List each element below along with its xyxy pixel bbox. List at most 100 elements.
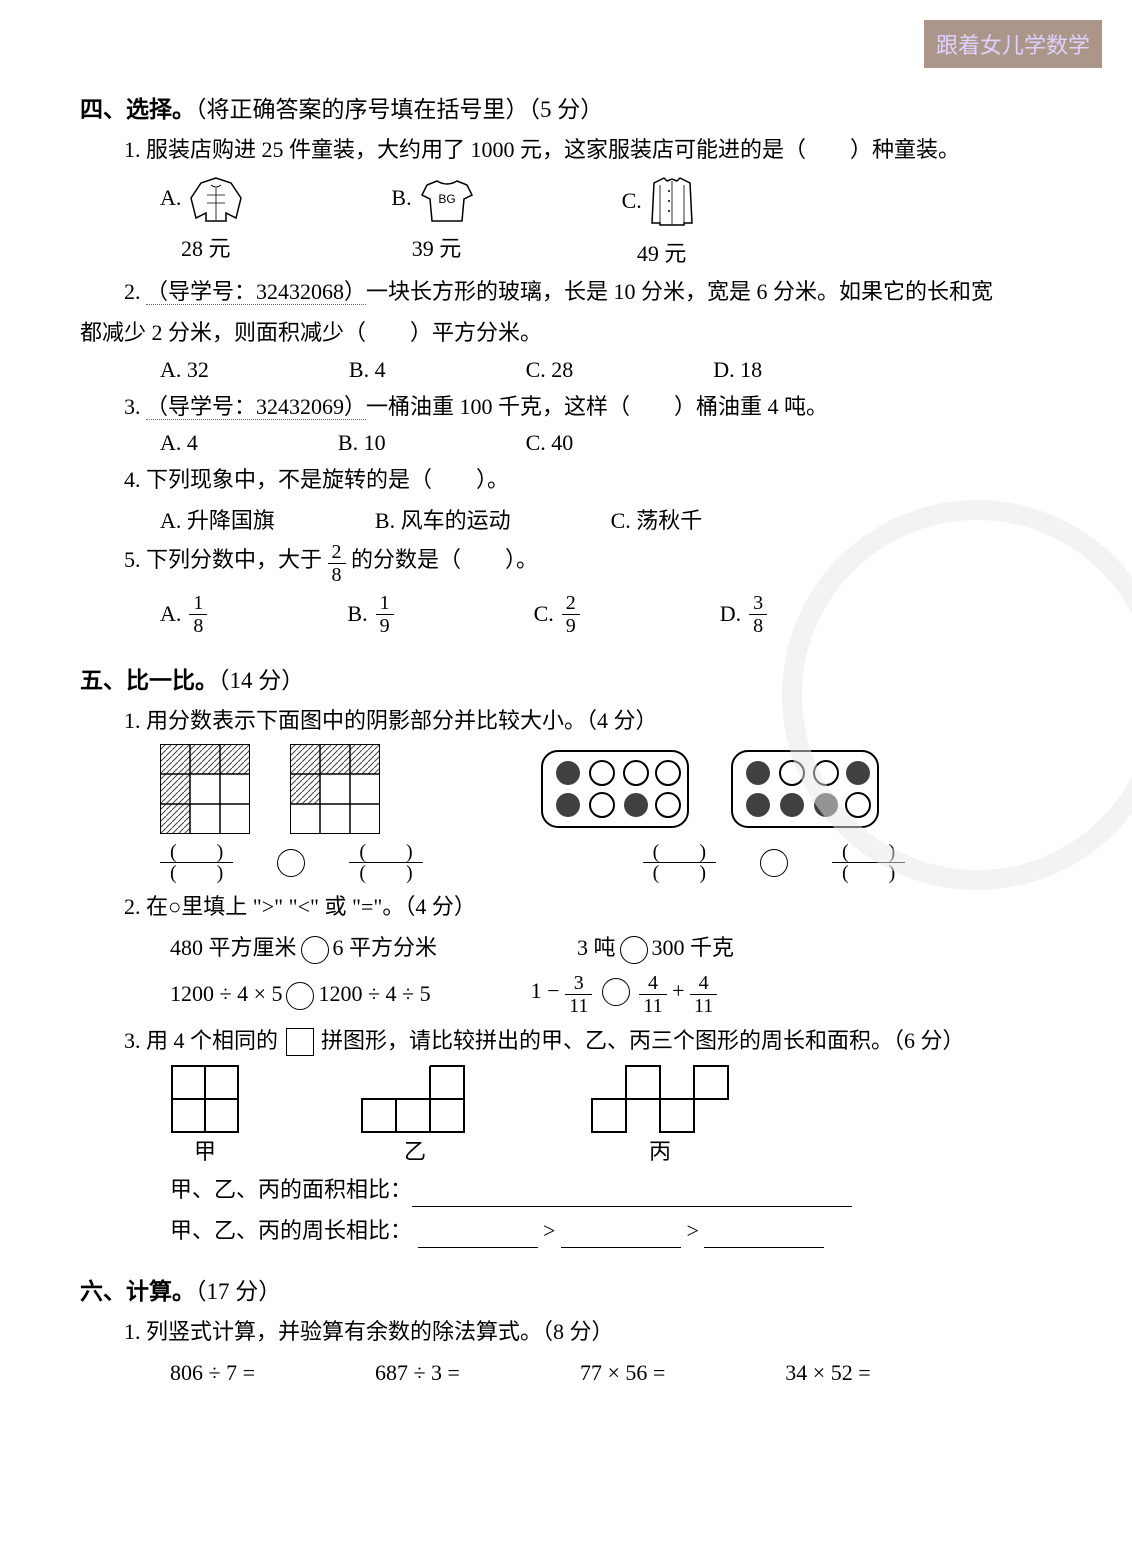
q4-3-pre: 3. xyxy=(124,394,146,419)
q4-2-guide: （导学号：32432068） xyxy=(146,279,366,305)
q4-2-rest: 一块长方形的玻璃，长是 10 分米，宽是 6 分米。如果它的长和宽 xyxy=(366,279,993,304)
section-4-heading: 四、选择。（将正确答案的序号填在括号里）（5 分） xyxy=(80,90,1052,124)
q4-1-options: A. 28 元 B. BG 39 元 C. xyxy=(160,173,1052,268)
compare-circle[interactable] xyxy=(286,982,314,1010)
n: 4 xyxy=(639,972,666,995)
q4-5-num: 2 xyxy=(328,541,346,564)
q5-2-c: 1200 ÷ 4 × 51200 ÷ 4 ÷ 5 xyxy=(170,976,431,1011)
shape-jia-icon xyxy=(170,1064,240,1134)
circles-8-a-icon xyxy=(540,749,690,829)
q5-3-figures: 甲 乙 丙 xyxy=(170,1064,1052,1166)
gt-2: > xyxy=(686,1218,698,1243)
q4-4-b: B. 风车的运动 xyxy=(375,503,511,535)
q5-2-text: 2. 在○里填上 ">" "<" 或 "="。（4 分） xyxy=(124,889,1052,924)
q4-2-a: A. 32 xyxy=(160,357,209,383)
q4-5-a: A. 18 xyxy=(160,592,207,637)
watermark: 跟着女儿学数学 xyxy=(924,20,1102,68)
shape-yi-icon xyxy=(360,1064,470,1134)
q4-5-frac: 28 xyxy=(328,541,346,586)
compare-circle[interactable] xyxy=(620,936,648,964)
expr-3: 77 × 56 = xyxy=(580,1355,665,1390)
section-6-desc: （17 分） xyxy=(195,1279,281,1304)
frac-blank-3[interactable]: ( )( ) xyxy=(643,842,716,883)
q4-1-opt-c: C. 49 元 xyxy=(622,173,702,268)
d: 11 xyxy=(690,995,717,1017)
section-5-title: 五、比一比。 xyxy=(80,668,218,693)
q4-5-b: B. 19 xyxy=(347,592,393,637)
q4-2-c: C. 28 xyxy=(526,357,574,383)
shape-yi: 乙 xyxy=(360,1064,470,1166)
q5-2-row2: 1200 ÷ 4 × 51200 ÷ 4 ÷ 5 1 − 311 411 + 4… xyxy=(170,972,1052,1017)
q5-3-peri-line: 甲、乙、丙的周长相比： > > xyxy=(170,1213,1052,1248)
q4-2-line2: 都减少 2 分米，则面积减少（ ）平方分米。 xyxy=(80,315,1052,350)
frac-blank-1[interactable]: ( )( ) xyxy=(160,842,233,883)
q4-2-options: A. 32 B. 4 C. 28 D. 18 xyxy=(160,357,1052,383)
peri-label: 甲、乙、丙的周长相比： xyxy=(170,1218,412,1243)
section-4-title: 四、选择。 xyxy=(80,97,195,122)
q5-3-area-line: 甲、乙、丙的面积相比： xyxy=(170,1172,1052,1207)
peri-blank-2[interactable] xyxy=(561,1227,681,1248)
q4-1-b-label: B. xyxy=(391,185,411,211)
r: 6 平方分米 xyxy=(333,935,438,960)
page-root: 跟着女儿学数学 四、选择。（将正确答案的序号填在括号里）（5 分） 1. 服装店… xyxy=(0,0,1132,1436)
frac-blank-2[interactable]: ( )( ) xyxy=(349,842,422,883)
q4-1-c-price: 49 元 xyxy=(637,236,687,268)
q4-5-c: C. 29 xyxy=(534,592,580,637)
q4-2-b: B. 4 xyxy=(349,357,386,383)
peri-blank-1[interactable] xyxy=(418,1227,538,1248)
q4-3-a: A. 4 xyxy=(160,430,198,456)
grid-3x3-b-icon xyxy=(290,744,380,834)
compare-circle-1[interactable] xyxy=(277,849,305,877)
n: 1 xyxy=(189,592,207,615)
n: 3 xyxy=(749,592,767,615)
label-yi: 乙 xyxy=(360,1134,470,1166)
q4-2-d: D. 18 xyxy=(713,357,762,383)
d: 8 xyxy=(749,615,767,637)
q5-3-text: 3. 用 4 个相同的 拼图形，请比较拼出的甲、乙、丙三个图形的周长和面积。（6… xyxy=(124,1023,1052,1058)
plus: + xyxy=(672,978,690,1003)
n: 4 xyxy=(690,972,717,995)
q4-1-opt-a: A. 28 元 xyxy=(160,173,251,263)
q4-3-b: B. 10 xyxy=(338,430,386,456)
q4-1-opt-b: B. BG 39 元 xyxy=(391,173,481,263)
peri-blank-3[interactable] xyxy=(704,1227,824,1248)
q5-2-row1: 480 平方厘米 6 平方分米 3 吨300 千克 xyxy=(170,930,1052,965)
l: 480 平方厘米 xyxy=(170,935,297,960)
q4-5-d-frac: 38 xyxy=(749,592,767,637)
gt-1: > xyxy=(543,1218,555,1243)
d: 8 xyxy=(189,615,207,637)
compare-circle[interactable] xyxy=(301,936,329,964)
d: 11 xyxy=(565,995,592,1017)
q4-1-text: 1. 服装店购进 25 件童装，大约用了 1000 元，这家服装店可能进的是（ … xyxy=(124,132,1052,167)
q4-5-b-frac: 19 xyxy=(376,592,394,637)
q4-2-line1: 2. （导学号：32432068）一块长方形的玻璃，长是 10 分米，宽是 6 … xyxy=(124,274,1052,309)
q5-2-b: 3 吨300 千克 xyxy=(577,930,734,965)
q5-2-a: 480 平方厘米 6 平方分米 xyxy=(170,930,437,965)
q4-5-den: 8 xyxy=(328,564,346,586)
jacket-icon xyxy=(181,173,251,223)
f1: 311 xyxy=(565,972,592,1017)
q4-5-a-lab: A. xyxy=(160,601,181,627)
expr-2: 687 ÷ 3 = xyxy=(375,1355,460,1390)
q4-3-options: A. 4 B. 10 C. 40 xyxy=(160,430,1052,456)
f3: 411 xyxy=(690,972,717,1017)
area-label: 甲、乙、丙的面积相比： xyxy=(170,1177,412,1202)
label-jia: 甲 xyxy=(170,1134,240,1166)
f2: 411 xyxy=(639,972,666,1017)
d: 11 xyxy=(639,995,666,1017)
svg-text:BG: BG xyxy=(438,192,455,206)
q4-1-a-label: A. xyxy=(160,185,181,211)
compare-circle[interactable] xyxy=(602,978,630,1006)
q4-5-a-frac: 18 xyxy=(189,592,207,637)
d: 9 xyxy=(562,615,580,637)
q4-3-text: 3. （导学号：32432069）一桶油重 100 千克，这样（ ）桶油重 4 … xyxy=(124,389,1052,424)
compare-circle-2[interactable] xyxy=(760,849,788,877)
q4-4-text: 4. 下列现象中，不是旋转的是（ ）。 xyxy=(124,462,1052,497)
r: 300 千克 xyxy=(652,935,735,960)
label-bing: 丙 xyxy=(590,1134,730,1166)
q4-1-a-price: 28 元 xyxy=(181,231,231,263)
area-blank[interactable] xyxy=(412,1186,852,1207)
shape-jia: 甲 xyxy=(170,1064,240,1166)
square-icon xyxy=(286,1028,314,1056)
r: 1200 ÷ 4 ÷ 5 xyxy=(318,981,430,1006)
